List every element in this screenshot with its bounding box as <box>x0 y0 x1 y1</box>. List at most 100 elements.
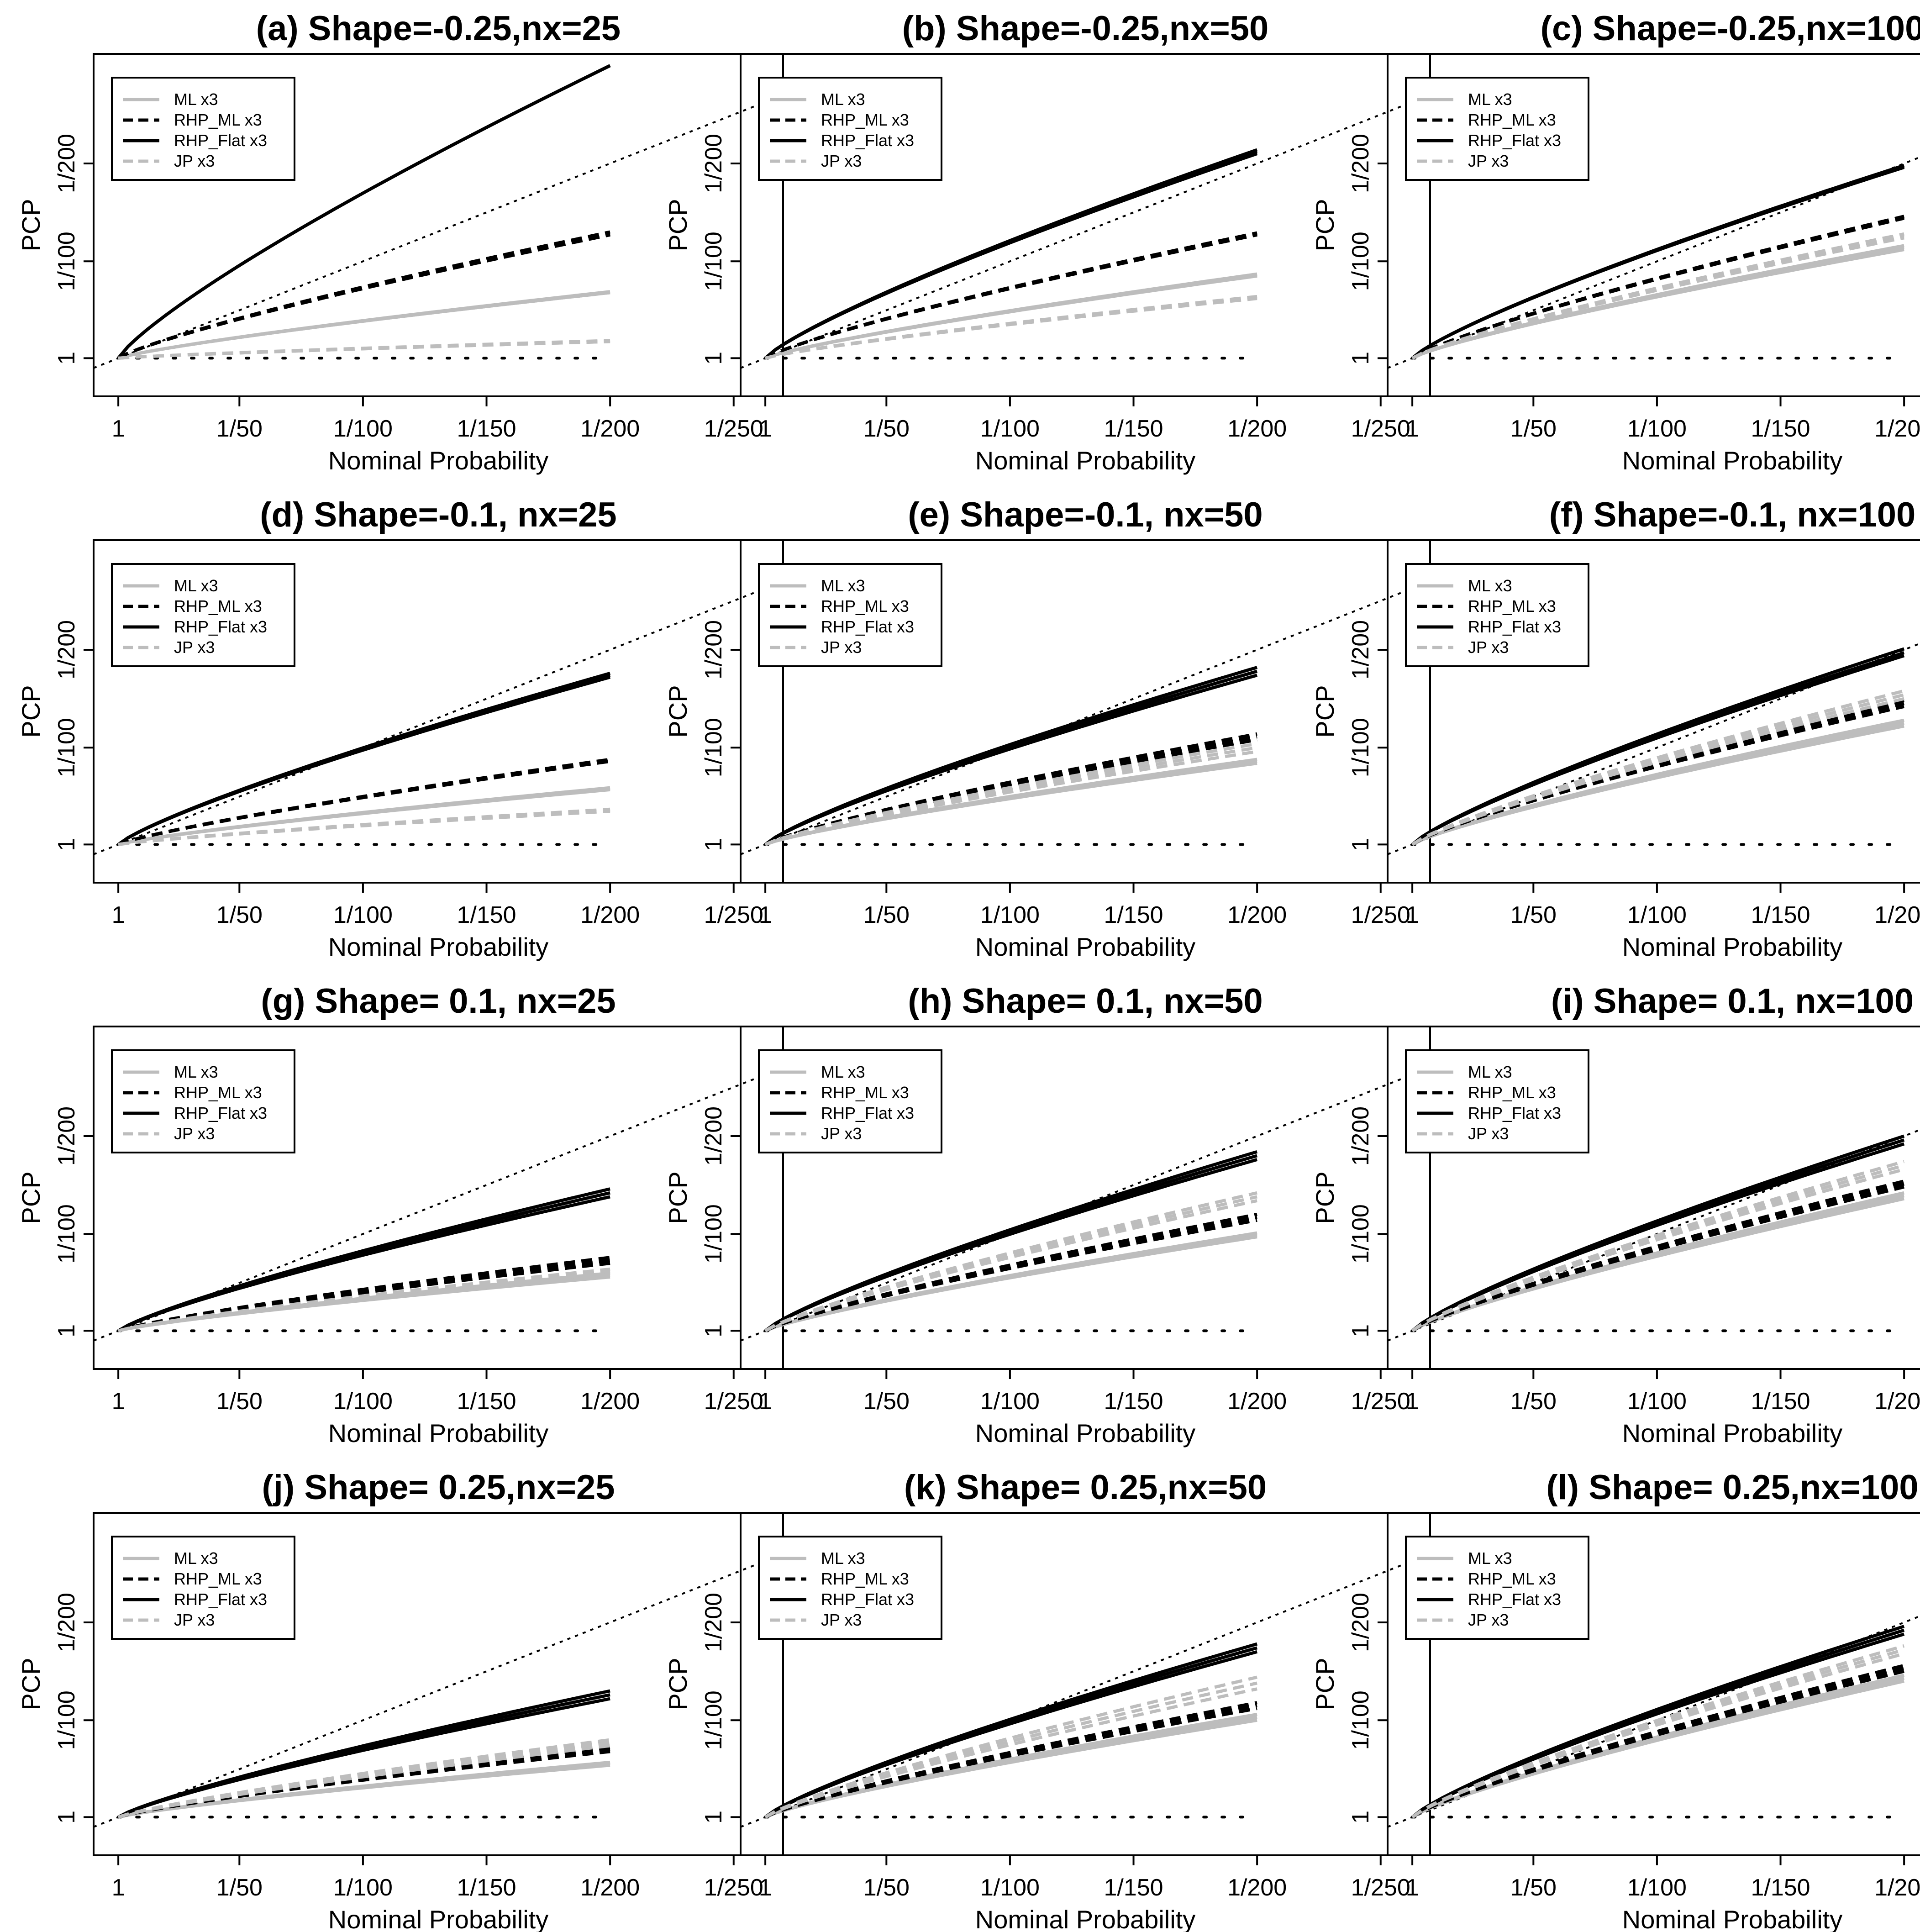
reference-diagonal <box>94 1553 783 1828</box>
series-line-rhp-ml-x3 <box>764 1218 1257 1332</box>
chart-panel: (i) Shape= 0.1, nx=100 1 1/50 1/100 1/150 1/2… <box>1310 982 1920 1448</box>
x-axis-label: Nominal Probability <box>975 1419 1195 1448</box>
chart-panel: (b) Shape=-0.25,nx=50 1 1/50 1/100 1/150 1/20… <box>663 9 1431 475</box>
y-tick-label: 1/100 <box>53 1690 80 1750</box>
x-tick-label: 1/200 <box>1227 1874 1287 1901</box>
series-line-ml-x3 <box>764 758 1257 846</box>
x-tick-label: 1/50 <box>216 902 263 928</box>
x-tick-label: 1/50 <box>863 902 910 928</box>
series-line-rhp-flat-x3 <box>117 1187 610 1332</box>
series-line-rhp-ml-x3 <box>1411 1664 1904 1819</box>
chart-panel: (l) Shape= 0.25,nx=100 1 1/50 1/100 1/150 1/2… <box>1310 1468 1920 1932</box>
x-tick-label: 1/150 <box>1104 902 1163 928</box>
series-line-rhp-ml-x3 <box>764 735 1257 846</box>
x-tick-label: 1 <box>112 416 125 442</box>
x-tick-label: 1 <box>759 1388 772 1415</box>
x-tick-label: 1/200 <box>1874 1388 1920 1415</box>
x-tick-label: 1/100 <box>980 416 1040 442</box>
series-line-rhp-flat-x3 <box>764 666 1258 846</box>
x-tick-label: 1/250 <box>1351 416 1410 442</box>
x-tick-label: 1/100 <box>980 1388 1040 1415</box>
chart-panel: (k) Shape= 0.25,nx=50 1 1/50 1/100 1/150 1/20… <box>663 1468 1431 1932</box>
series-line-rhp-flat-x3 <box>117 1689 610 1819</box>
legend-box <box>111 1536 295 1640</box>
x-tick-label: 1/100 <box>1627 902 1687 928</box>
y-tick-label: 1/200 <box>700 1106 727 1166</box>
x-tick-label: 1/50 <box>863 416 910 442</box>
x-tick-label: 1/150 <box>457 416 516 442</box>
legend-box <box>1405 1536 1589 1640</box>
x-tick-label: 1/50 <box>216 1388 263 1415</box>
x-axis-label: Nominal Probability <box>328 932 548 961</box>
legend-label: RHP_ML x3 <box>1468 111 1556 129</box>
x-tick-label: 1 <box>1406 416 1419 442</box>
y-tick-label: 1/100 <box>1347 232 1374 291</box>
x-tick-label: 1/200 <box>1227 902 1287 928</box>
y-tick-label: 1/200 <box>53 1106 80 1166</box>
legend-label: JP x3 <box>821 152 862 170</box>
legend-label: RHP_ML x3 <box>821 597 909 616</box>
x-tick-label: 1/150 <box>1751 416 1810 442</box>
series-line-jp-x3 <box>1411 689 1904 846</box>
x-tick-label: 1/250 <box>704 416 763 442</box>
data-region <box>1388 1129 1920 1342</box>
y-tick-label: 1/100 <box>1347 1690 1374 1750</box>
data-region <box>741 1067 1430 1342</box>
x-tick-label: 1/150 <box>1104 1388 1163 1415</box>
series-line-jp-x3 <box>118 1741 610 1819</box>
legend-label: ML x3 <box>174 576 218 595</box>
series-line-ml-x3 <box>764 1231 1257 1332</box>
y-tick-label: 1/200 <box>1347 620 1374 679</box>
series-line-rhp-ml-x3 <box>1411 216 1904 360</box>
series-line-ml-x3 <box>1411 1197 1904 1332</box>
x-tick-label: 1/200 <box>1874 416 1920 442</box>
series-line-rhp-ml-x3 <box>1411 216 1904 360</box>
x-tick-label: 1/200 <box>1227 1388 1287 1415</box>
series-line-jp-x3 <box>764 1675 1257 1819</box>
series-line-jp-x3 <box>765 297 1257 360</box>
series-line-rhp-ml-x3 <box>117 230 610 360</box>
y-tick-label: 1/200 <box>1347 134 1374 193</box>
y-tick-label: 1/100 <box>700 232 727 291</box>
y-tick-label: 1 <box>1347 838 1374 851</box>
y-tick-label: 1 <box>53 352 80 365</box>
x-axis-label: Nominal Probability <box>975 446 1195 475</box>
y-tick-label: 1 <box>700 352 727 365</box>
x-axis-label: Nominal Probability <box>1622 446 1842 475</box>
y-tick-label: 1 <box>53 1811 80 1824</box>
data-region <box>741 580 1430 855</box>
chart-panel: (a) Shape=-0.25,nx=25 1 1/50 1/100 1/150 1/20… <box>16 9 784 475</box>
plot-frame <box>93 53 784 397</box>
x-tick-label: 1/200 <box>1874 1874 1920 1901</box>
legend-box <box>758 77 942 181</box>
legend-box <box>111 563 295 667</box>
reference-diagonal <box>741 580 1430 855</box>
legend-label: JP x3 <box>1468 152 1509 170</box>
y-axis-label: PCP <box>16 1171 45 1224</box>
series-line-rhp-ml-x3 <box>764 1701 1257 1819</box>
series-line-rhp-flat-x3 <box>117 1195 610 1332</box>
plot-frame <box>1387 1512 1920 1856</box>
x-tick-label: 1/150 <box>457 1388 516 1415</box>
data-region <box>741 94 1430 369</box>
y-tick-label: 1/200 <box>53 134 80 193</box>
series-line-ml-x3 <box>118 786 610 846</box>
series-line-rhp-ml-x3 <box>118 1256 610 1332</box>
x-tick-label: 1/100 <box>1627 416 1687 442</box>
data-region <box>94 580 783 855</box>
y-tick-label: 1 <box>700 838 727 851</box>
x-tick-label: 1/250 <box>1351 1874 1410 1901</box>
x-tick-label: 1/50 <box>216 1874 263 1901</box>
x-tick-label: 1/150 <box>1751 1874 1810 1901</box>
x-tick-label: 1 <box>759 416 772 442</box>
data-region <box>94 1067 783 1342</box>
y-tick-label: 1/100 <box>1347 1204 1374 1263</box>
y-tick-label: 1/200 <box>700 1593 727 1652</box>
series-line-rhp-ml-x3 <box>764 231 1257 360</box>
x-tick-label: 1 <box>1406 1874 1419 1901</box>
series-line-jp-x3 <box>118 339 610 360</box>
x-axis-label: Nominal Probability <box>1622 932 1842 961</box>
legend-label: RHP_ML x3 <box>1468 1569 1556 1588</box>
x-tick-label: 1/50 <box>1510 1874 1557 1901</box>
